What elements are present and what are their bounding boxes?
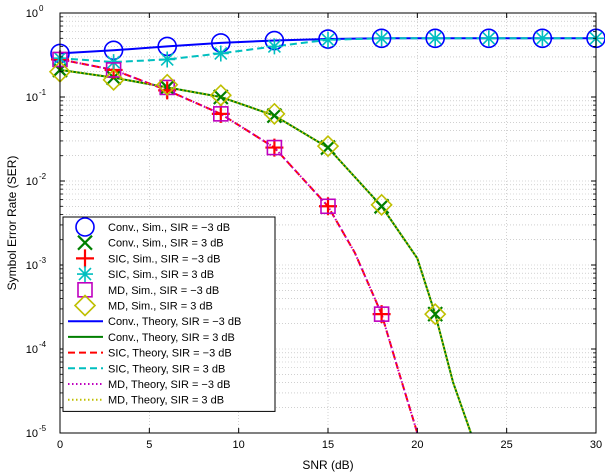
marker-circle: [425, 28, 446, 49]
marker-square: [266, 139, 283, 156]
legend-item: SIC, Sim., SIR = 3 dB: [77, 266, 214, 283]
legend-label: Conv., Theory, SIR = −3 dB: [108, 316, 241, 328]
marker-diamond: [73, 294, 97, 317]
marker-asterisk: [534, 30, 551, 47]
y-tick-label: 10: [26, 8, 38, 20]
legend-label: MD, Sim., SIR = −3 dB: [108, 285, 219, 297]
marker-diamond: [263, 102, 286, 125]
y-tick-exponent: -2: [39, 172, 47, 181]
y-tick-label: 10: [26, 428, 38, 440]
legend-label: SIC, Sim., SIR = −3 dB: [108, 253, 221, 265]
legend-item: SIC, Sim., SIR = −3 dB: [76, 249, 221, 268]
x-tick-label: 25: [501, 439, 513, 451]
legend-label: MD, Sim., SIR = 3 dB: [108, 301, 213, 313]
legend-item: Conv., Theory, SIR = −3 dB: [68, 316, 241, 328]
legend-box: [62, 216, 276, 412]
marker-asterisk: [266, 38, 283, 55]
legend-item: Conv., Sim., SIR = 3 dB: [77, 234, 224, 251]
marker-plus: [211, 104, 230, 123]
marker-plus: [76, 249, 94, 268]
marker-circle: [532, 28, 553, 49]
marker-diamond: [156, 73, 179, 96]
y-tick-exponent: -5: [39, 424, 47, 433]
marker-diamond: [424, 303, 447, 326]
legend: Conv., Sim., SIR = −3 dB Conv., Sim., SIR…: [62, 216, 276, 412]
x-tick-label: 10: [233, 439, 245, 451]
y-axis-label: Symbol Error Rate (SER): [5, 156, 19, 291]
marker-plus: [158, 81, 177, 100]
marker-circle: [478, 28, 499, 49]
legend-item: MD, Sim., SIR = −3 dB: [77, 281, 219, 298]
series-line: [60, 58, 419, 433]
marker-asterisk: [373, 30, 390, 47]
marker-square: [77, 281, 93, 298]
marker-asterisk: [480, 30, 497, 47]
marker-circle: [371, 28, 392, 49]
x-tick-label: 30: [590, 439, 602, 451]
marker-plus: [372, 305, 391, 324]
y-tick-exponent: 0: [39, 4, 44, 13]
marker-plus: [265, 138, 284, 157]
marker-square: [320, 198, 336, 215]
legend-item: MD, Theory, SIR = −3 dB: [68, 379, 230, 391]
legend-label: Conv., Sim., SIR = −3 dB: [108, 222, 230, 234]
legend-item: Conv., Theory, SIR = 3 dB: [68, 332, 235, 344]
legend-item: SIC, Theory, SIR = 3 dB: [68, 363, 225, 375]
marker-plus: [319, 197, 337, 216]
y-tick-label: 10: [26, 344, 38, 356]
legend-label: MD, Theory, SIR = −3 dB: [108, 379, 230, 391]
legend-label: Conv., Sim., SIR = 3 dB: [108, 238, 224, 250]
y-tick-label: 10: [26, 176, 38, 188]
legend-item: Conv., Sim., SIR = −3 dB: [75, 217, 230, 237]
marker-circle: [318, 29, 338, 49]
marker-asterisk: [77, 266, 93, 283]
marker-circle: [75, 217, 95, 237]
marker-asterisk: [159, 51, 176, 68]
y-tick-label: 10: [26, 260, 38, 272]
legend-label: Conv., Theory, SIR = 3 dB: [108, 332, 235, 344]
marker-diamond: [370, 193, 393, 216]
x-tick-label: 15: [322, 439, 334, 451]
legend-label: MD, Theory, SIR = 3 dB: [108, 395, 224, 407]
y-tick-exponent: -4: [39, 340, 47, 349]
marker-diamond: [316, 135, 340, 158]
marker-x: [77, 234, 93, 251]
x-axis-label: SNR (dB): [302, 458, 353, 472]
marker-square: [373, 306, 390, 322]
x-tick-label: 0: [57, 439, 63, 451]
y-tick-exponent: -3: [39, 256, 47, 265]
legend-item: MD, Sim., SIR = 3 dB: [73, 294, 213, 317]
x-tick-label: 5: [146, 439, 152, 451]
legend-label: SIC, Theory, SIR = 3 dB: [108, 363, 225, 375]
marker-asterisk: [212, 45, 229, 62]
legend-item: SIC, Theory, SIR = −3 dB: [68, 348, 232, 360]
marker-square: [105, 62, 122, 78]
legend-item: MD, Theory, SIR = 3 dB: [68, 395, 224, 407]
x-tick-label: 20: [411, 439, 423, 451]
marker-diamond: [209, 84, 232, 107]
y-tick-exponent: -1: [39, 88, 47, 97]
marker-asterisk: [320, 31, 336, 48]
y-tick-label: 10: [26, 92, 38, 104]
marker-asterisk: [427, 30, 444, 47]
marker-square: [213, 106, 229, 122]
legend-label: SIC, Sim., SIR = 3 dB: [108, 269, 214, 281]
legend-label: SIC, Theory, SIR = −3 dB: [108, 348, 232, 360]
marker-diamond: [102, 68, 125, 91]
